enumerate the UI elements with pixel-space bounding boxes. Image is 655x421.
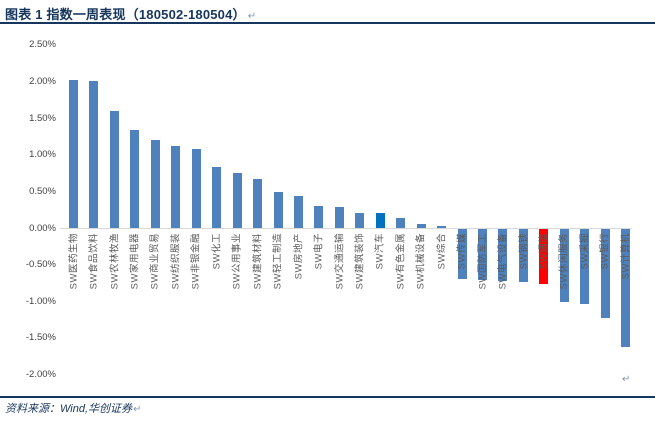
chart-bar-12: [293, 195, 303, 228]
chart-bar-26: [580, 229, 590, 304]
category-label: SW家用电器: [129, 233, 141, 290]
category-label: SW电气设备: [497, 233, 509, 290]
category-label: SW商业贸易: [149, 233, 161, 290]
chart-bar-7: [191, 148, 201, 228]
page-title: 图表 1 指数一周表现（180502-180504） ↵: [5, 4, 256, 23]
chart-bar-25: [559, 229, 569, 303]
chart-bar-5: [150, 140, 160, 228]
chart-bar-11: [273, 192, 283, 228]
chart-bar-19: [437, 225, 447, 228]
y-axis-tick-label: 2.00%: [29, 75, 56, 87]
page-title-text: 图表 1 指数一周表现（180502-180504）: [5, 7, 246, 22]
chart-bar-23: [518, 229, 528, 282]
category-label: SW汽车: [374, 233, 386, 270]
y-axis-tick-label: -0.50%: [25, 259, 56, 271]
footer-return-mark: ↵: [133, 404, 142, 415]
category-label: SW食品饮料: [88, 233, 100, 290]
category-label: SW电子: [313, 233, 325, 270]
chart-bar-16: [375, 213, 385, 228]
y-axis-tick-label: 0.50%: [29, 185, 56, 197]
category-label: SW建筑装饰: [354, 233, 366, 290]
category-label: SW计算机: [620, 233, 632, 280]
chart-bar-6: [171, 145, 181, 228]
category-label: SW房地产: [292, 233, 304, 280]
category-label: SW传媒: [456, 233, 468, 270]
chart-bar-15: [355, 212, 365, 228]
y-axis-tick-label: 1.00%: [29, 149, 56, 161]
chart-bar-22: [498, 229, 508, 282]
category-label: SW机械设备: [415, 233, 427, 290]
category-label: SW医药生物: [68, 233, 79, 290]
category-label: SW休闲服务: [558, 233, 570, 290]
category-label: SW建筑材料: [252, 233, 264, 290]
category-label: SW有色金属: [395, 233, 407, 290]
chart-bar-9: [232, 173, 242, 228]
chart-bar-28: [621, 229, 631, 348]
category-label: SW钢铁: [517, 233, 529, 270]
chart-bar-14: [334, 207, 344, 228]
footer-source: 资料来源：Wind,华创证券↵: [5, 400, 141, 416]
title-divider: [0, 22, 655, 24]
category-label: SW公用事业: [231, 233, 243, 290]
category-label: SW轻工制造: [272, 233, 284, 290]
y-axis-tick-label: 1.50%: [29, 112, 56, 124]
chart-bar-21: [478, 229, 487, 280]
chart-bar-13: [314, 206, 324, 228]
chart-bar-17: [396, 218, 406, 228]
category-label: SW采掘: [579, 233, 591, 270]
chart-bar-2: [89, 80, 99, 228]
chart-bar-24: [539, 229, 549, 284]
category-label: SW国防军工: [477, 233, 488, 290]
chart-bar-18: [416, 224, 426, 228]
y-axis-tick-label: -1.00%: [25, 295, 56, 307]
chart-bar-4: [130, 130, 140, 228]
title-return-mark: ↵: [247, 11, 257, 22]
footer-divider: [0, 396, 655, 398]
category-label: SW通信: [538, 233, 550, 270]
footer-source-text: 资料来源：Wind,华创证券: [5, 403, 133, 415]
chart-bar-20: [457, 229, 467, 279]
chart-title-row: 图表 1 指数一周表现（180502-180504） ↵: [0, 0, 655, 22]
y-axis-tick-label: 0.00%: [29, 222, 56, 234]
category-label: SW农林牧渔: [108, 233, 120, 290]
chart-bar-10: [253, 178, 263, 228]
x-axis-line: [60, 228, 632, 229]
category-label: SW化工: [211, 233, 223, 270]
y-axis-tick-label: 2.50%: [29, 39, 56, 51]
chart-bar-3: [109, 111, 119, 228]
category-label: SW综合: [436, 233, 448, 270]
bar-chart: 2.50% 2.00% 1.50% 1.00% 0.50% 0.00% -0.50% -1.0…: [0, 25, 655, 385]
category-label: SW纺织服装: [170, 233, 182, 290]
category-label: SW非银金融: [190, 233, 202, 290]
category-label: SW交通运输: [333, 233, 345, 290]
chart-bar-27: [600, 229, 610, 318]
y-axis-tick-label: -1.50%: [25, 332, 56, 344]
chart-bar-1: [69, 79, 78, 228]
category-label: SW银行: [599, 233, 611, 270]
chart-return-mark: ↵: [622, 374, 631, 385]
y-axis-tick-label: -2.00%: [25, 369, 56, 381]
chart-bar-8: [212, 167, 222, 228]
